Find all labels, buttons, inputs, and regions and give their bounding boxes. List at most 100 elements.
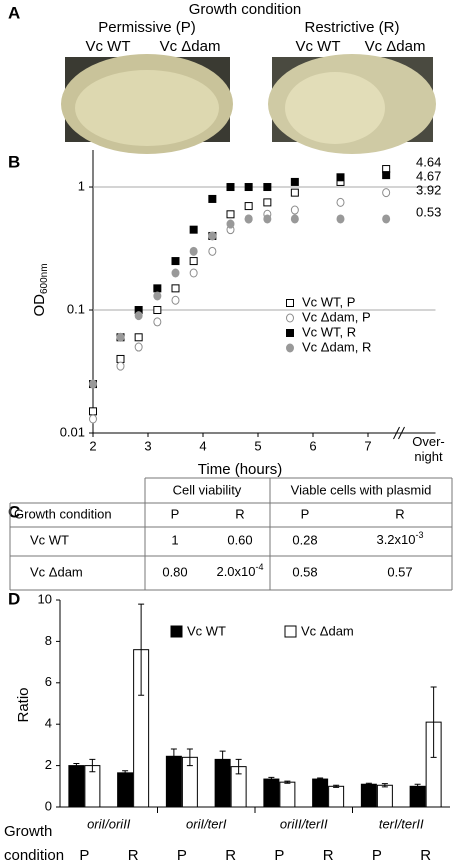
marker bbox=[336, 173, 345, 182]
y-tick-label: 2 bbox=[45, 757, 52, 772]
error-bar bbox=[284, 780, 291, 784]
marker bbox=[226, 183, 235, 192]
y-axis-label: OD600nm bbox=[31, 263, 50, 316]
legend-label: Vc Δdam, P bbox=[302, 309, 371, 324]
x-tick-label: P bbox=[79, 847, 89, 864]
y-tick-label: 0 bbox=[45, 798, 52, 813]
x-tick-label: 5 bbox=[254, 438, 261, 453]
legend-label: Vc Δdam bbox=[301, 623, 354, 638]
table-cell: 0.57 bbox=[387, 564, 412, 579]
error-bar bbox=[365, 782, 372, 786]
legend-label: Vc WT bbox=[187, 623, 226, 638]
table-header: Viable cells with plasmid bbox=[291, 482, 432, 497]
overnight-value: 3.92 bbox=[416, 182, 441, 197]
marker bbox=[116, 354, 125, 363]
x-tick-label: 4 bbox=[199, 438, 206, 453]
legend-swatch bbox=[284, 625, 297, 638]
table-cell: 0.28 bbox=[292, 532, 317, 547]
x-axis-label: Growth condition bbox=[4, 823, 64, 864]
overnight-value: 4.64 bbox=[416, 154, 441, 169]
table-cell: 0.80 bbox=[162, 564, 187, 579]
overnight-value: 4.67 bbox=[416, 168, 441, 183]
table-cell: P bbox=[301, 506, 310, 521]
y-axis-label: Ratio bbox=[15, 687, 32, 722]
panel-label: C bbox=[8, 502, 20, 521]
marker bbox=[226, 219, 235, 229]
marker bbox=[208, 194, 217, 203]
legend-label: Vc WT, R bbox=[302, 324, 356, 339]
marker bbox=[153, 291, 162, 301]
marker bbox=[189, 268, 198, 278]
y-axis-label-main: OD bbox=[31, 294, 48, 317]
colonies bbox=[285, 72, 385, 144]
marker bbox=[290, 177, 299, 186]
plate-photos bbox=[61, 54, 436, 154]
marker bbox=[189, 257, 198, 266]
error-bar bbox=[235, 758, 242, 775]
panel-label: D bbox=[8, 589, 20, 608]
colonies bbox=[75, 70, 219, 146]
legend-label: Vc WT, P bbox=[302, 294, 355, 309]
bar bbox=[409, 785, 426, 808]
cell-sup: -4 bbox=[256, 562, 264, 572]
x-tick-label: R bbox=[323, 847, 334, 864]
x-tick-label: 2 bbox=[89, 438, 96, 453]
x-tick-label: 3 bbox=[144, 438, 151, 453]
error-bar bbox=[317, 777, 324, 781]
panel-label: A bbox=[8, 3, 20, 22]
error-bar bbox=[89, 758, 96, 773]
bar bbox=[117, 772, 134, 808]
x-end-label: Over-night bbox=[412, 434, 445, 464]
x-end-label-part: Over- bbox=[412, 434, 445, 449]
error-bar bbox=[73, 763, 80, 769]
legend-marker bbox=[286, 343, 294, 353]
error-bar bbox=[430, 686, 437, 758]
marker bbox=[153, 306, 162, 315]
error-bar bbox=[219, 750, 226, 769]
x-tick-label: R bbox=[420, 847, 431, 864]
table-cell: 3.2x10-3 bbox=[376, 530, 423, 547]
marker bbox=[116, 332, 125, 342]
bar bbox=[312, 778, 329, 808]
table-cell: Vc Δdam bbox=[30, 564, 83, 579]
table-cell: R bbox=[235, 506, 244, 521]
legend-marker bbox=[286, 299, 294, 307]
table-cell: Vc WT bbox=[30, 532, 69, 547]
y-tick-label: 0.1 bbox=[67, 301, 85, 316]
marker bbox=[171, 295, 180, 305]
marker bbox=[89, 379, 97, 389]
x-tick-label: P bbox=[177, 847, 187, 864]
marker bbox=[116, 361, 125, 371]
marker bbox=[134, 342, 143, 352]
y-axis-label-sub: 600nm bbox=[39, 263, 50, 294]
marker bbox=[153, 284, 162, 293]
x-tick-label: P bbox=[274, 847, 284, 864]
marker bbox=[244, 183, 253, 192]
error-bar bbox=[381, 783, 388, 788]
legend-marker bbox=[286, 313, 294, 323]
table-cell: Growth condition bbox=[14, 506, 112, 521]
marker bbox=[263, 198, 272, 207]
y-tick-label: 8 bbox=[45, 633, 52, 648]
table-cell: 2.0x10-4 bbox=[216, 562, 263, 579]
y-tick-label: 4 bbox=[45, 716, 52, 731]
marker bbox=[153, 317, 162, 327]
bar bbox=[68, 765, 85, 808]
marker bbox=[171, 268, 180, 278]
cell-sup: -3 bbox=[416, 530, 424, 540]
marker bbox=[226, 210, 235, 219]
marker bbox=[263, 214, 272, 224]
table-cell: R bbox=[395, 506, 404, 521]
x-axis-label: Time (hours) bbox=[198, 461, 282, 478]
legend-label: Vc Δdam, R bbox=[302, 339, 371, 354]
marker bbox=[208, 231, 217, 241]
strain-label: Vc WT bbox=[296, 38, 341, 55]
table-cell: 1 bbox=[171, 532, 178, 547]
group-label: terI/terII bbox=[379, 816, 424, 831]
cell-text: 2.0x10 bbox=[216, 564, 255, 579]
y-tick-label: 10 bbox=[38, 591, 52, 606]
bar bbox=[279, 781, 296, 808]
table-cell: P bbox=[171, 506, 180, 521]
panel-title: Growth condition bbox=[189, 1, 302, 18]
